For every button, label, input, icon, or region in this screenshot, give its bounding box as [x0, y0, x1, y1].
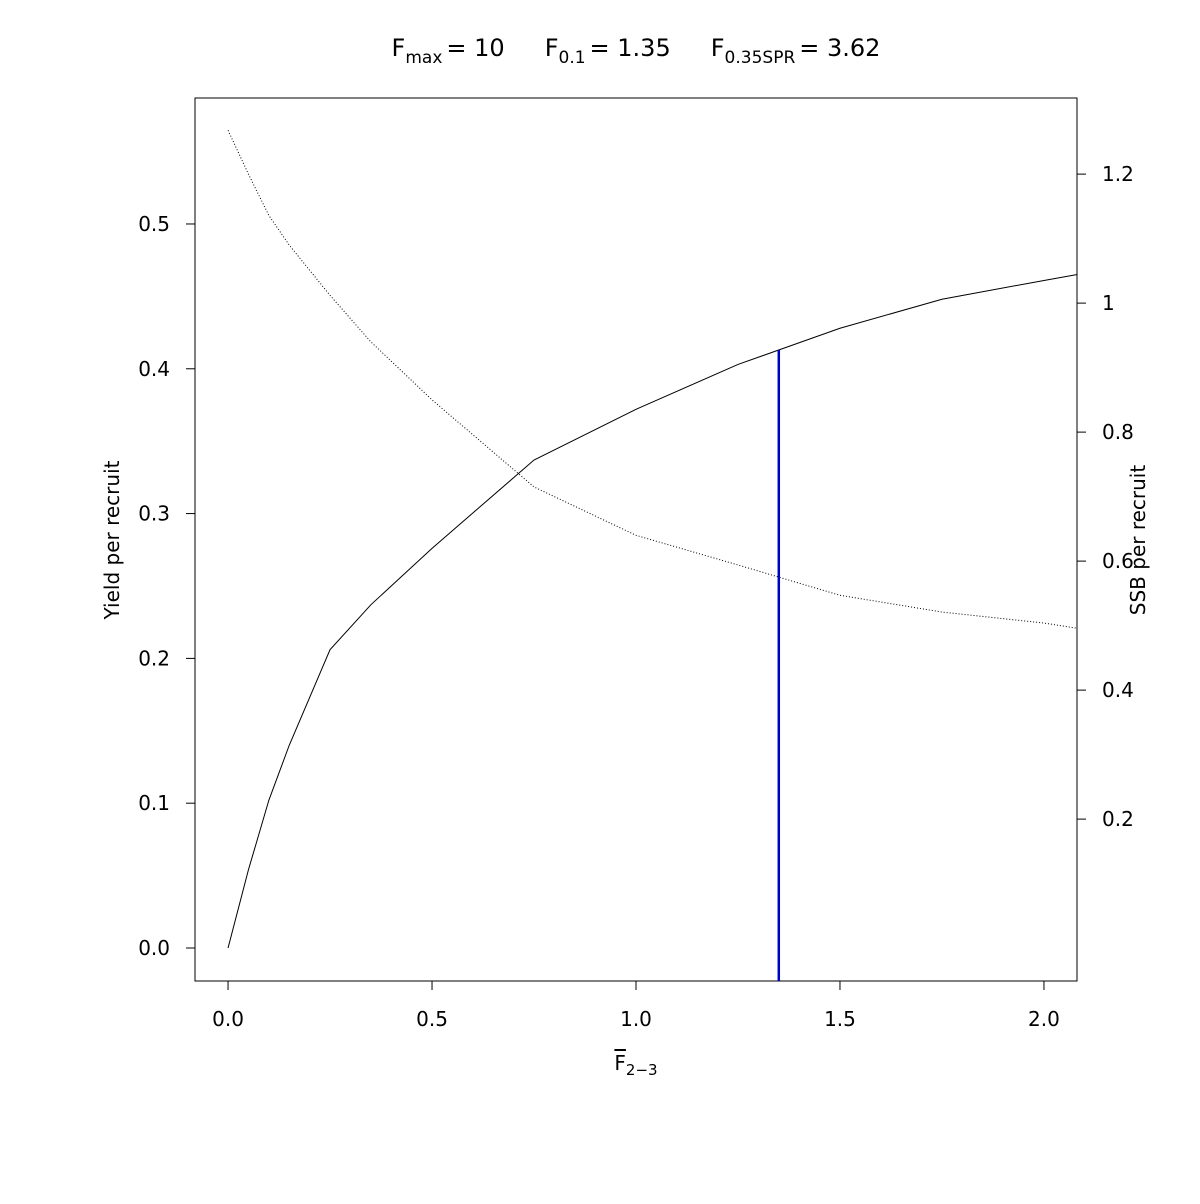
x-axis-label: F2−3 [614, 1051, 657, 1079]
title-value: = 10 [446, 34, 504, 62]
title-subscript: 0.35SPR [725, 48, 796, 68]
title-symbol: F [545, 34, 559, 62]
title-symbol: F [392, 34, 406, 62]
x-tick-label: 0.5 [416, 1007, 448, 1031]
y-tick-label: 0.3 [138, 502, 170, 526]
y2-tick-label: 1 [1102, 291, 1115, 315]
y-tick-label: 0.0 [138, 936, 170, 960]
x-tick-label: 1.5 [824, 1007, 856, 1031]
plot-frame [194, 97, 1078, 982]
series-line [227, 130, 1077, 629]
y2-tick-label: 1.2 [1102, 162, 1134, 186]
series-line [227, 274, 1077, 949]
y-tick-label: 0.5 [138, 212, 170, 236]
y2-axis-label: SSB per recruit [1126, 465, 1150, 616]
x-tick-label: 1.0 [620, 1007, 652, 1031]
chart-title: Fmax = 10 F0.1 = 1.35 F0.35SPR = 3.62 [392, 34, 881, 68]
title-value: = 1.35 [590, 34, 671, 62]
title-value: = 3.62 [799, 34, 880, 62]
y-tick-label: 0.2 [138, 646, 170, 670]
x-label-symbol: F [614, 1051, 626, 1075]
title-symbol: F [711, 34, 725, 62]
title-subscript: 0.1 [559, 48, 586, 68]
y-axis-label: Yield per recruit [100, 460, 124, 620]
x-label-subscript: 2−3 [626, 1061, 658, 1079]
y2-tick-label: 0.8 [1102, 420, 1134, 444]
y-tick-label: 0.4 [138, 357, 170, 381]
y2-tick-label: 0.6 [1102, 549, 1134, 573]
plot-area [227, 130, 1077, 981]
y-tick-label: 0.1 [138, 791, 170, 815]
x-tick-label: 2.0 [1028, 1007, 1060, 1031]
x-tick-label: 0.0 [212, 1007, 244, 1031]
title-subscript: max [405, 48, 442, 68]
y2-tick-label: 0.2 [1102, 807, 1134, 831]
y2-tick-label: 0.4 [1102, 678, 1134, 702]
